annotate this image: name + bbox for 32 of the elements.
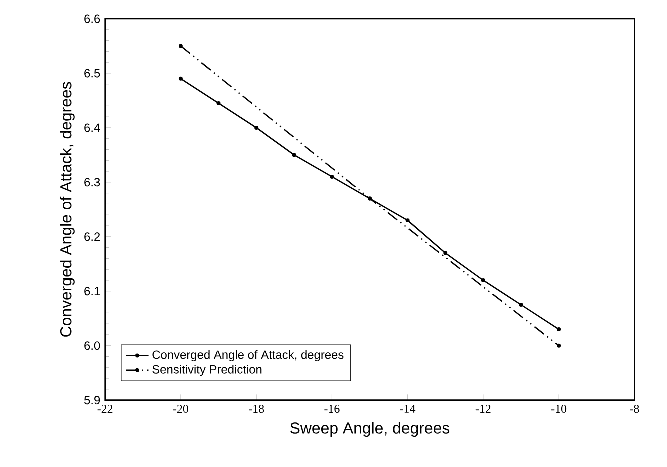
point: [557, 328, 562, 332]
point: [178, 76, 183, 81]
y-tick-label: 6.1: [84, 287, 100, 296]
point: [178, 44, 183, 48]
point: [557, 344, 562, 348]
point: [444, 251, 448, 256]
x-tick-label: -18: [249, 405, 264, 414]
point: [330, 174, 334, 179]
legend-label: Converged Angle of Attack, degrees: [152, 350, 344, 362]
y-axis-title: Converged Angle of Attack, degrees: [60, 82, 75, 337]
x-tick-label: -8: [630, 405, 640, 414]
x-tick-label: -12: [476, 405, 491, 413]
x-tick-label: -10: [552, 405, 567, 414]
point: [254, 126, 259, 130]
x-tick-label: -20: [173, 405, 188, 414]
point: [406, 218, 410, 223]
y-tick-label: 6.4: [84, 124, 100, 132]
legend-label: Sensitivity Prediction: [152, 365, 262, 376]
y-tick-label: 6.3: [84, 178, 100, 187]
x-tick-label: -22: [98, 405, 113, 413]
x-tick-label: -16: [324, 405, 340, 414]
y-tick-label: 6.6: [84, 14, 100, 24]
x-tick-label: -14: [400, 405, 416, 413]
y-tick-label: 5.9: [84, 396, 100, 405]
point: [481, 278, 486, 282]
point: [292, 153, 296, 158]
y-tick-label: 6.5: [84, 69, 100, 78]
point: [216, 101, 221, 106]
y-tick-label: 6.0: [84, 342, 100, 350]
y-tick-label: 6.2: [84, 232, 100, 242]
x-axis-title: Sweep Angle, degrees: [290, 422, 450, 438]
point: [519, 303, 524, 307]
